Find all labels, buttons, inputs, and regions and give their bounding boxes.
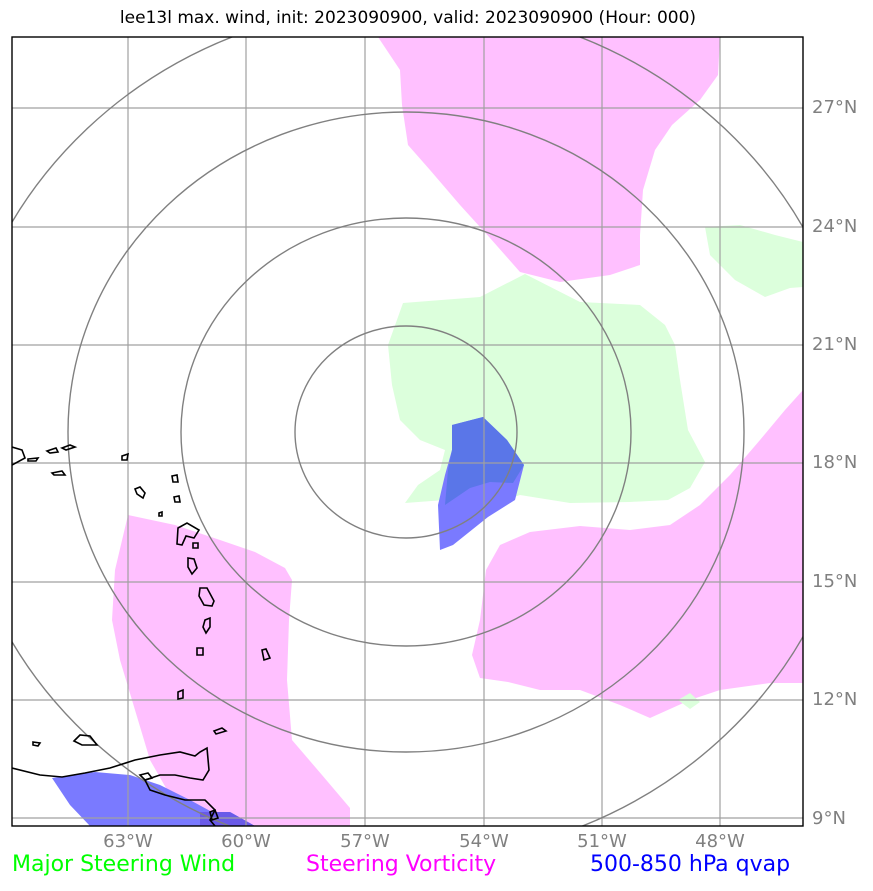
lat-label: 24°N <box>812 216 858 237</box>
legend-vorticity: Steering Vorticity <box>306 852 497 877</box>
lon-label: 48°W <box>695 831 745 852</box>
lat-label: 18°N <box>812 452 858 473</box>
vorticity-area-north <box>378 37 720 282</box>
vorticity-area-southwest <box>112 515 350 826</box>
wind-area-small <box>678 693 700 709</box>
lat-label: 21°N <box>812 334 858 355</box>
gridlines <box>12 37 803 826</box>
lat-label: 12°N <box>812 689 858 710</box>
lon-label: 60°W <box>221 831 271 852</box>
coastlines <box>12 444 272 826</box>
map-title: lee13l max. wind, init: 2023090900, vali… <box>119 8 697 28</box>
legend-qvap: 500-850 hPa qvap <box>590 852 791 877</box>
lat-label: 15°N <box>812 571 858 592</box>
lat-label: 9°N <box>812 808 846 829</box>
wind-area-east <box>705 225 803 297</box>
lon-label: 57°W <box>340 831 390 852</box>
legend-wind: Major Steering Wind <box>12 852 236 877</box>
lon-label: 63°W <box>103 831 153 852</box>
qvap-area-southwest-dark <box>200 812 255 826</box>
plot-frame <box>11 36 804 827</box>
lon-label: 54°W <box>459 831 509 852</box>
distance-rings <box>12 37 803 826</box>
lon-label: 51°W <box>577 831 627 852</box>
lat-label: 27°N <box>812 97 858 118</box>
wind-area-central <box>388 274 705 503</box>
